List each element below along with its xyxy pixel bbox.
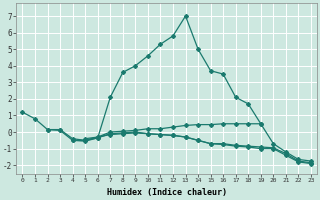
X-axis label: Humidex (Indice chaleur): Humidex (Indice chaleur) <box>107 188 227 197</box>
